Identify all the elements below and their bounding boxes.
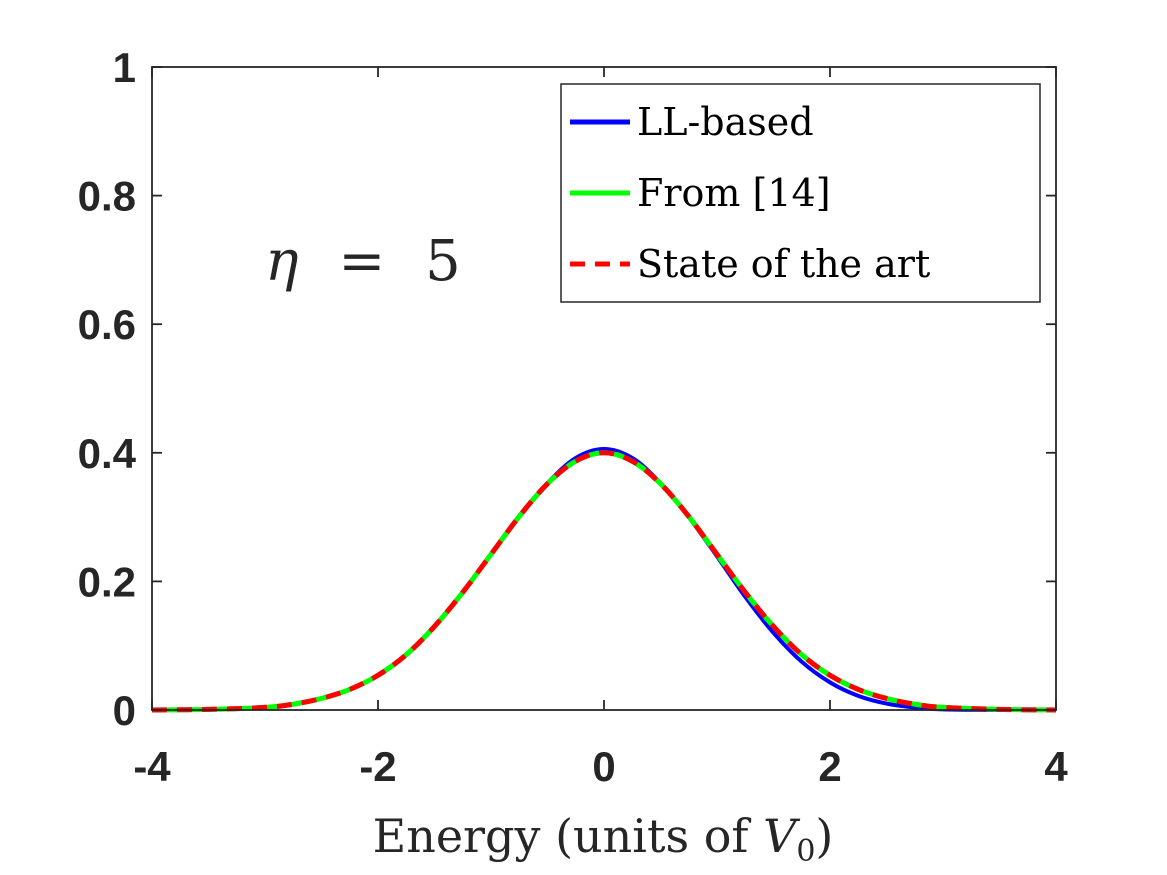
series-layer: [151, 446, 1057, 713]
x-tick-label: 2: [818, 743, 841, 790]
y-tick-label: 1: [113, 44, 136, 91]
x-axis-label-prefix: Energy (units of: [373, 809, 763, 863]
eta-operator: =: [338, 229, 385, 294]
x-axis-label: Energy (units of V0): [373, 809, 834, 869]
y-tick-label: 0.8: [78, 173, 136, 220]
x-axis-label-symbol: V: [763, 809, 801, 863]
y-tick-label: 0.6: [78, 301, 136, 348]
legend-label-2: From [14]: [637, 171, 831, 215]
x-tick-label: 4: [1044, 743, 1068, 790]
eta-annotation: η = 5: [265, 229, 461, 294]
y-tick-label: 0.2: [78, 558, 136, 605]
legend-label-1: LL-based: [637, 100, 814, 144]
x-axis-label-subscript: 0: [796, 834, 815, 869]
legend-label-3: State of the art: [637, 242, 930, 286]
y-tick-label: 0.4: [78, 430, 137, 477]
series-line-3: [151, 450, 1057, 713]
legend: LL-based From [14] State of the art: [560, 83, 1041, 303]
x-axis-label-suffix: ): [815, 809, 833, 863]
axes-layer: -4 -2 0 2 4 0 0.2 0.4 0.6 0.8 1: [78, 44, 1069, 790]
eta-value: 5: [425, 229, 461, 294]
y-tick-label: 0: [113, 687, 136, 734]
x-tick-label: -2: [359, 743, 396, 790]
x-tick-label: -4: [133, 743, 171, 790]
legend-items: LL-based From [14] State of the art: [570, 100, 930, 286]
legend-box: [560, 83, 1041, 303]
eta-symbol: η: [265, 229, 299, 294]
x-tick-label: 0: [592, 743, 615, 790]
